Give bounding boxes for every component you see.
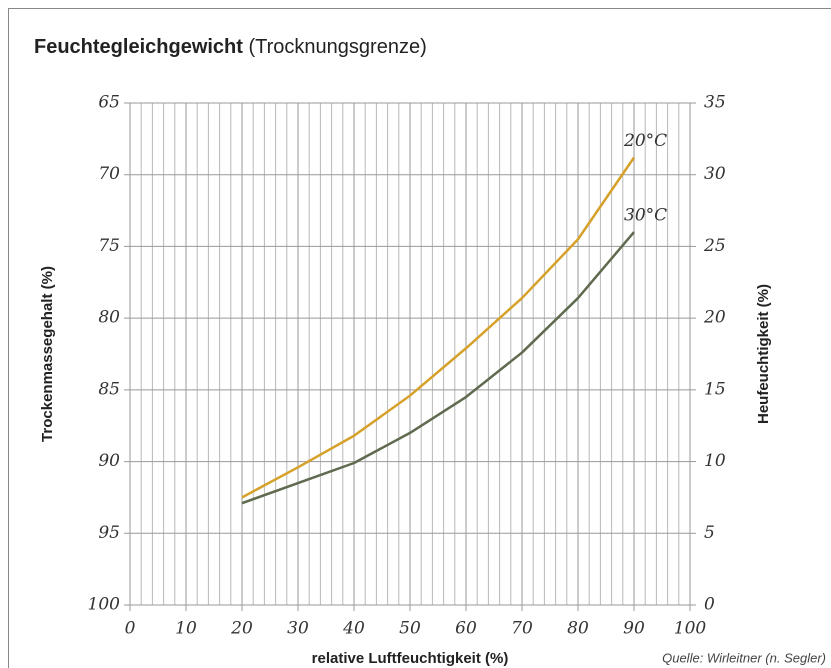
y2-tick-label: 10 [704,451,726,471]
series-line [241,231,635,505]
x-tick-label: 50 [399,619,421,639]
y2-tick-label: 5 [704,523,715,543]
y-axis-label: Trockenmassegehalt (%) [39,266,56,442]
x-tick-label: 60 [455,619,477,639]
x-tick-label: 80 [567,619,589,639]
y-tick-label: 80 [98,308,120,328]
x-axis-label: relative Luftfeuchtigkeit (%) [312,650,509,667]
y-tick-label: 65 [98,93,120,113]
x-tick-label: 40 [342,619,365,639]
y2-tick-label: 35 [704,93,726,113]
series-label: 30°C [624,206,667,226]
y-tick-label: 85 [98,379,120,399]
chart-title: Feuchtegleichgewicht (Trocknungsgrenze) [34,36,427,58]
title: Feuchtegleichgewicht [34,36,243,58]
y2-tick-label: 25 [703,236,726,256]
frame [8,8,831,668]
y-tick-label: 90 [98,451,120,471]
x-tick-label: 100 [674,619,707,639]
y2-tick-label: 30 [704,164,726,184]
y-tick-label: 100 [88,595,121,615]
y2-tick-label: 20 [703,308,726,328]
y-tick-label: 70 [98,164,120,184]
series-label: 20°C [623,131,667,151]
subtitle: (Trocknungsgrenze) [249,36,427,58]
plot-frame [129,102,691,606]
y-tick-label: 75 [98,236,120,256]
x-tick-label: 70 [511,619,533,639]
y-tick-label: 95 [98,523,120,543]
source: Quelle: Wirleitner (n. Segler) [662,650,826,665]
y2-axis-label: Heufeuchtigkeit (%) [755,284,772,424]
x-tick-label: 0 [125,619,136,639]
y2-tick-label: 15 [704,379,726,399]
x-tick-label: 10 [175,619,197,639]
x-tick-label: 90 [623,619,645,639]
series-line [241,156,636,499]
x-tick-label: 30 [287,619,309,639]
y2-tick-label: 0 [704,595,715,615]
x-tick-label: 20 [230,619,253,639]
